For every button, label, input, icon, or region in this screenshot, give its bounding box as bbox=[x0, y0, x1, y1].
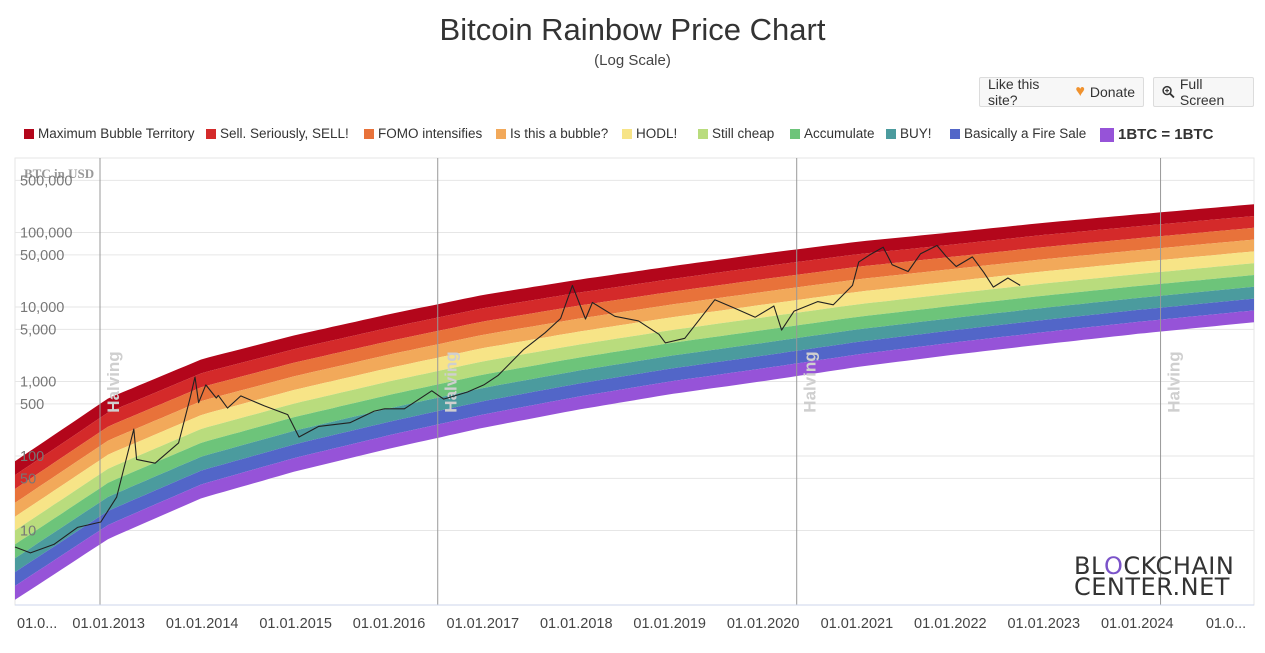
fullscreen-button[interactable]: Full Screen bbox=[1153, 76, 1254, 108]
legend-swatch bbox=[886, 128, 896, 139]
legend-label: Is this a bubble? bbox=[510, 126, 609, 141]
y-axis-label: BTC in USD bbox=[24, 166, 94, 181]
y-tick-label: 50,000 bbox=[20, 248, 64, 264]
legend-label: FOMO intensifies bbox=[378, 126, 483, 141]
x-tick-label: 01.01.2014 bbox=[166, 616, 239, 632]
legend-swatch bbox=[622, 128, 632, 139]
heart-icon: ♥ bbox=[1075, 83, 1085, 100]
halving-label: Halving bbox=[1165, 351, 1184, 412]
legend-item[interactable]: 1BTC = 1BTC bbox=[1100, 126, 1213, 143]
legend-label: Basically a Fire Sale bbox=[964, 126, 1087, 141]
legend-item[interactable]: Still cheap bbox=[698, 126, 774, 141]
x-tick-label: 01.0... bbox=[1206, 616, 1246, 632]
legend-swatch bbox=[496, 128, 506, 139]
legend-item[interactable]: BUY! bbox=[886, 126, 932, 141]
x-tick-label: 01.01.2015 bbox=[259, 616, 332, 632]
legend: Maximum Bubble Territory Sell. Seriously,… bbox=[20, 126, 1255, 148]
donate-button[interactable]: Like this site? ♥ Donate bbox=[979, 76, 1144, 108]
chart-title: Bitcoin Rainbow Price Chart bbox=[439, 12, 826, 47]
legend-label: Sell. Seriously, SELL! bbox=[220, 126, 349, 141]
legend-item[interactable]: HODL! bbox=[622, 126, 677, 141]
legend-label: Accumulate bbox=[804, 126, 875, 141]
y-tick-label: 10,000 bbox=[20, 300, 64, 316]
y-tick-label: 100,000 bbox=[20, 226, 72, 242]
legend-swatch bbox=[364, 128, 374, 139]
halving-label: Halving bbox=[104, 351, 123, 412]
y-tick-label: 100 bbox=[20, 449, 44, 465]
y-tick-label: 50 bbox=[20, 471, 36, 487]
legend-label: Still cheap bbox=[712, 126, 775, 141]
zoom-icon bbox=[1162, 85, 1175, 99]
legend-label: BUY! bbox=[900, 126, 932, 141]
blockchaincenter-logo: BLOCKCHAIN CENTER.NET bbox=[1074, 552, 1235, 601]
legend-item[interactable]: Basically a Fire Sale bbox=[950, 126, 1086, 141]
x-tick-label: 01.01.2021 bbox=[821, 616, 894, 632]
price-line bbox=[14, 244, 1021, 554]
legend-item[interactable]: Maximum Bubble Territory bbox=[24, 126, 195, 141]
x-tick-label: 01.01.2019 bbox=[633, 616, 706, 632]
x-tick-label: 01.01.2024 bbox=[1101, 616, 1174, 632]
y-tick-label: 1,000 bbox=[20, 375, 56, 391]
fullscreen-label: Full Screen bbox=[1179, 76, 1225, 108]
legend-label: 1BTC = 1BTC bbox=[1118, 126, 1214, 143]
donate-label: Like this site? bbox=[988, 76, 1040, 108]
halving-label: Halving bbox=[442, 351, 461, 412]
y-tick-label: 5,000 bbox=[20, 322, 56, 338]
legend-swatch bbox=[1100, 127, 1114, 142]
legend-label: Maximum Bubble Territory bbox=[38, 126, 195, 141]
x-tick-label: 01.01.2016 bbox=[353, 616, 426, 632]
legend-swatch bbox=[790, 128, 800, 139]
y-tick-label: 500 bbox=[20, 397, 44, 413]
x-tick-label: 01.01.2023 bbox=[1007, 616, 1080, 632]
legend-item[interactable]: FOMO intensifies bbox=[364, 126, 482, 141]
legend-label: HODL! bbox=[636, 126, 678, 141]
chart-subtitle: (Log Scale) bbox=[594, 52, 671, 69]
x-tick-label: 01.01.2018 bbox=[540, 616, 613, 632]
x-tick-label: 01.01.2017 bbox=[447, 616, 520, 632]
x-tick-label: 01.0... bbox=[17, 616, 57, 632]
y-tick-label: 10 bbox=[20, 524, 36, 540]
legend-swatch bbox=[950, 128, 960, 139]
legend-swatch bbox=[698, 128, 708, 139]
x-tick-label: 01.01.2022 bbox=[914, 616, 987, 632]
legend-swatch bbox=[206, 128, 216, 139]
halving-label: Halving bbox=[801, 351, 820, 412]
legend-item[interactable]: Sell. Seriously, SELL! bbox=[206, 126, 349, 141]
legend-swatch bbox=[24, 128, 34, 139]
donate-link-label: Donate bbox=[1089, 84, 1135, 100]
legend-item[interactable]: Is this a bubble? bbox=[496, 126, 608, 141]
legend-item[interactable]: Accumulate bbox=[790, 126, 875, 141]
y-tick-label: 500,000 bbox=[20, 173, 72, 189]
x-tick-label: 01.01.2020 bbox=[727, 616, 800, 632]
x-tick-label: 01.01.2013 bbox=[72, 616, 145, 632]
